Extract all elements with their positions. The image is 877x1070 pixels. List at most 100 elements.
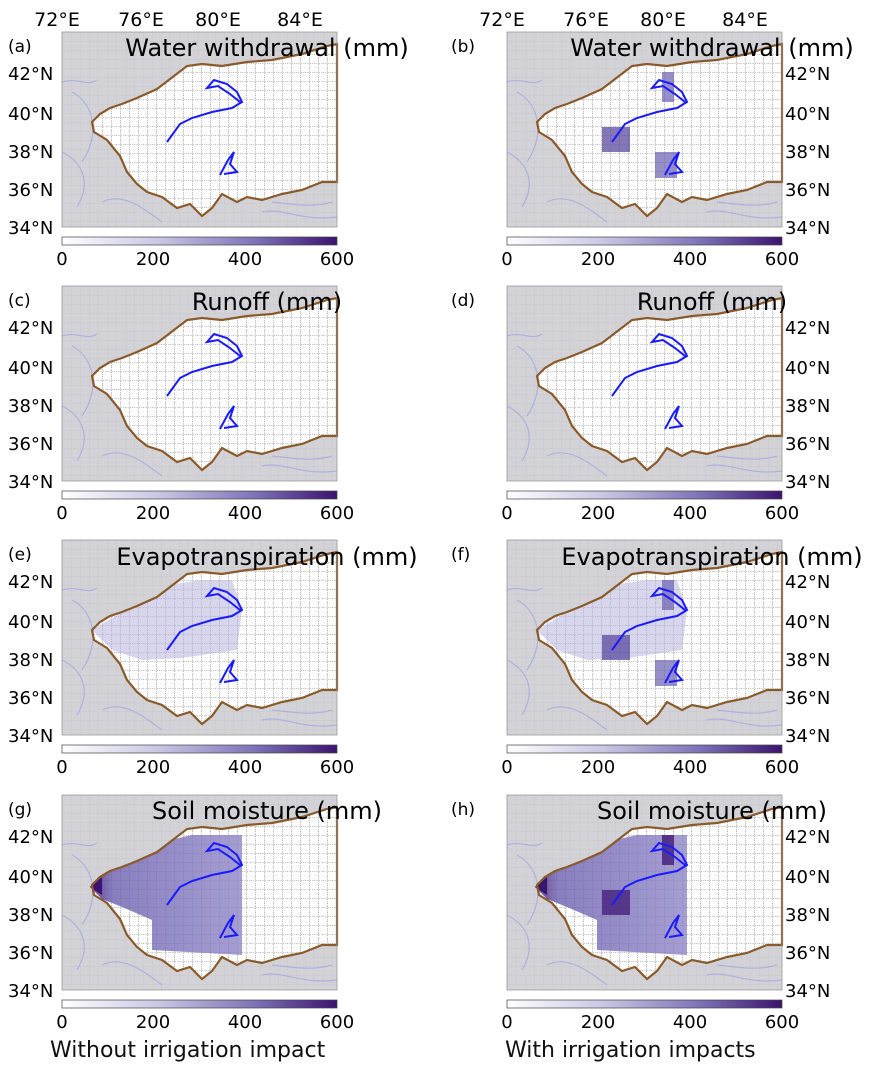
lat-label: 36°N [785, 180, 830, 201]
river-line [219, 151, 239, 176]
basin-border [90, 296, 339, 472]
colorbar-tick-label: 600 [320, 757, 354, 778]
river-line [611, 78, 689, 143]
colorbar-tick-label: 600 [320, 503, 354, 524]
basin-border [535, 805, 784, 981]
panel-title: Soil moisture (mm) [152, 797, 382, 825]
lon-label: 76°E [118, 9, 164, 31]
basin-border [535, 296, 784, 472]
colorbar-tick-label: 600 [765, 503, 799, 524]
map-area [61, 794, 339, 991]
colorbar-tick-label: 0 [501, 757, 512, 778]
lat-label: 36°N [8, 434, 53, 455]
colorbar-tick-label: 400 [673, 249, 707, 270]
lon-label: 80°E [195, 9, 241, 31]
lat-label: 40°N [8, 612, 53, 633]
panel-letter: (f) [451, 545, 470, 565]
lat-label: 42°N [8, 572, 53, 593]
map-panel-f: (f) Evapotranspiration (mm)42°N 40°N 38°N 36… [451, 539, 863, 778]
colorbar-tick-label: 200 [136, 503, 170, 524]
river-line [166, 78, 244, 143]
river-line [611, 332, 689, 397]
panel-title: Evapotranspiration (mm) [116, 543, 417, 571]
lat-label: 36°N [785, 434, 830, 455]
colorbar-tick-label: 200 [136, 1012, 170, 1033]
lat-label: 42°N [785, 827, 830, 848]
lon-label: 72°E [34, 9, 80, 31]
lat-label: 34°N [8, 472, 53, 493]
panel-title: Evapotranspiration (mm) [561, 543, 862, 571]
panel-title: Runoff (mm) [637, 288, 787, 316]
colorbar-tick-label: 0 [56, 1012, 67, 1033]
map-area [61, 285, 339, 482]
lon-axis-right: 72°E 76°E 80°E 84°E [479, 9, 768, 31]
lat-label: 40°N [8, 104, 53, 125]
lat-label: 36°N [8, 688, 53, 709]
river-line [166, 586, 244, 651]
map-panel-g: (g) Soil moisture (mm) 42°N 40°N 38°N 36°N 34°… [8, 794, 382, 1033]
lat-label: 34°N [8, 218, 53, 239]
lat-label: 38°N [8, 142, 53, 163]
lat-label: 40°N [785, 867, 830, 888]
lat-label: 40°N [785, 104, 830, 125]
river-line [166, 332, 244, 397]
colorbar-tick-label: 0 [56, 757, 67, 778]
lon-label: 84°E [722, 9, 768, 31]
river-line [611, 586, 689, 651]
basin-border [535, 42, 784, 218]
colorbar-tick-label: 200 [581, 503, 615, 524]
colorbar-tick-label: 400 [673, 503, 707, 524]
colorbar-tick-label: 0 [501, 249, 512, 270]
map-panel-b: (b) Water withdrawal (mm)42°N 40°N 38°N 36°N… [451, 31, 854, 270]
map-panel-e: (e) Evapotranspiration (mm) 42°N 40°N 38°N 36… [8, 539, 418, 778]
map-area [506, 539, 784, 736]
colorbar-tick-label: 400 [228, 503, 262, 524]
river-line [664, 659, 684, 684]
river-line [664, 914, 684, 939]
colorbar-tick-label: 600 [765, 249, 799, 270]
lat-label: 34°N [8, 981, 53, 1002]
panels: (a) Water withdrawal (mm)42°N40°N38°N36°N… [8, 31, 863, 1033]
river-line [219, 405, 239, 430]
colorbar-tick-label: 600 [765, 757, 799, 778]
colorbar-tick-label: 400 [673, 1012, 707, 1033]
field-overlay [537, 580, 687, 686]
lat-label: 42°N [785, 318, 830, 339]
colorbar-tick-label: 0 [501, 1012, 512, 1033]
colorbar-tick-label: 200 [136, 249, 170, 270]
colorbar [61, 490, 338, 500]
lat-label: 40°N [8, 867, 53, 888]
panel-title: Water withdrawal (mm) [570, 34, 853, 62]
map-panel-c: (c) Runoff (mm) 42°N 40°N 38°N 36°N 34°N0 200 40… [8, 285, 354, 524]
lat-label: 38°N [8, 650, 53, 671]
lon-label: 84°E [277, 9, 323, 31]
lat-label: 38°N [785, 396, 830, 417]
panel-letter: (b) [451, 37, 475, 57]
colorbar-tick-label: 400 [228, 757, 262, 778]
lat-label: 34°N [785, 472, 830, 493]
colorbar-tick-label: 0 [501, 503, 512, 524]
lat-label: 42°N [785, 64, 830, 85]
lon-label: 72°E [479, 9, 525, 31]
river-line [664, 405, 684, 430]
panel-title: Water withdrawal (mm) [125, 34, 408, 62]
map-panel-d: (d) Runoff (mm)42°N 40°N 38°N 36°N 34°N 0 200 40… [451, 285, 830, 524]
panel-title: Runoff (mm) [192, 288, 342, 316]
footer-left-label: Without irrigation impact [50, 1038, 326, 1063]
panel-letter: (h) [451, 800, 475, 820]
colorbar-tick-label: 400 [673, 757, 707, 778]
river-line [611, 841, 689, 906]
lat-label: 34°N [785, 218, 830, 239]
map-panel-h: (h) Soil moisture (mm)42°N 40°N 38°N 36°N 34°… [451, 794, 830, 1033]
lat-label: 36°N [8, 180, 53, 201]
lat-label: 38°N [8, 905, 53, 926]
panel-title: Soil moisture (mm) [597, 797, 827, 825]
basin-border [90, 805, 339, 981]
lat-label: 34°N [8, 726, 53, 747]
lat-label: 38°N [785, 650, 830, 671]
panel-letter: (e) [8, 545, 32, 565]
field-overlay [602, 72, 677, 178]
colorbar-tick-label: 200 [136, 757, 170, 778]
colorbar [506, 744, 783, 754]
